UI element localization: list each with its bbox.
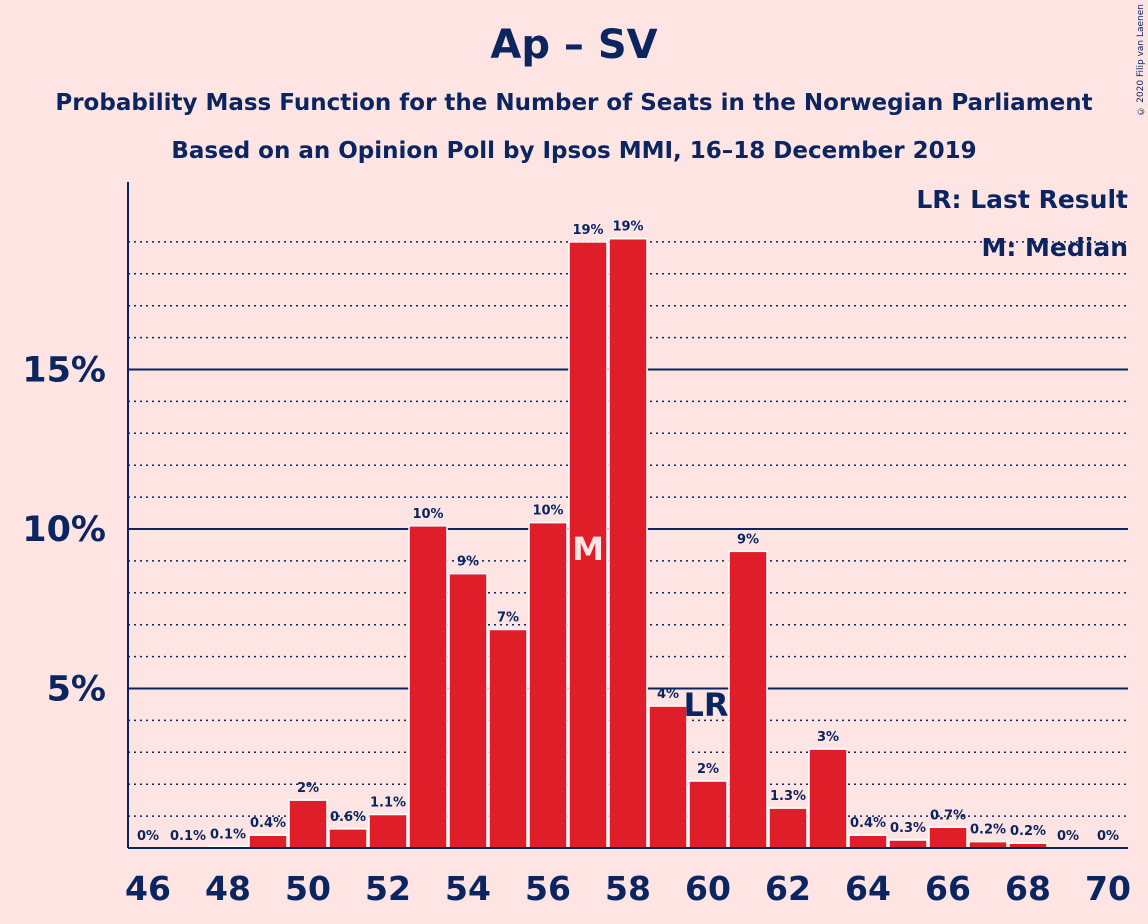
x-tick-label: 52: [365, 869, 411, 908]
x-tick-label: 58: [605, 869, 651, 908]
bar-label-65: 0.3%: [890, 821, 926, 836]
y-tick-label: 15%: [22, 351, 106, 391]
bar-label-61: 9%: [737, 532, 759, 547]
bar-label-55: 7%: [497, 610, 519, 625]
bar-label-63: 3%: [817, 730, 839, 745]
x-tick-label: 60: [685, 869, 731, 908]
legend-last-result: LR: Last Result: [916, 185, 1128, 214]
bar-50: [288, 799, 328, 849]
bar-60: [688, 780, 728, 849]
x-tick-label: 66: [925, 869, 971, 908]
bar-52: [368, 813, 408, 849]
bar-64: [848, 834, 888, 849]
x-tick-label: 62: [765, 869, 811, 908]
bar-label-64: 0.4%: [850, 816, 886, 831]
x-tick-label: 50: [285, 869, 331, 908]
bar-55: [488, 628, 528, 849]
bar-54: [448, 572, 488, 849]
bar-label-69: 0%: [1057, 829, 1079, 844]
bar-label-60: 2%: [697, 762, 719, 777]
bar-label-51: 0.6%: [330, 810, 366, 825]
bar-63: [808, 748, 848, 849]
bar-51: [328, 828, 368, 849]
x-tick-label: 56: [525, 869, 571, 908]
bar-label-66: 0.7%: [930, 808, 966, 823]
bar-label-57: 19%: [572, 223, 603, 238]
bar-label-70: 0%: [1097, 829, 1119, 844]
bar-label-68: 0.2%: [1010, 824, 1046, 839]
bar-label-50: 2%: [297, 781, 319, 796]
chart-title: Ap – SV: [490, 22, 658, 68]
bar-label-49: 0.4%: [250, 816, 286, 831]
bar-label-62: 1.3%: [770, 789, 806, 804]
y-tick-label: 10%: [22, 510, 106, 550]
bar-label-59: 4%: [657, 687, 679, 702]
bar-label-52: 1.1%: [370, 796, 406, 811]
bar-58: [608, 237, 648, 849]
legend-median: M: Median: [981, 233, 1128, 262]
x-tick-label: 48: [205, 869, 251, 908]
median-marker: M: [572, 530, 604, 568]
x-tick-label: 54: [445, 869, 491, 908]
bar-49: [248, 834, 288, 849]
bar-label-67: 0.2%: [970, 823, 1006, 838]
bar-53: [408, 525, 448, 849]
bar-59: [648, 705, 688, 849]
bar-61: [728, 550, 768, 849]
bar-label-48: 0.1%: [210, 827, 246, 842]
chart-subtitle-2: Based on an Opinion Poll by Ipsos MMI, 1…: [171, 138, 977, 164]
x-tick-label: 64: [845, 869, 891, 908]
last-result-marker: LR: [683, 686, 728, 724]
bar-56: [528, 521, 568, 849]
bar-label-53: 10%: [412, 507, 443, 522]
x-tick-label: 46: [125, 869, 171, 908]
x-tick-label: 68: [1005, 869, 1051, 908]
bar-label-46: 0%: [137, 829, 159, 844]
chart-subtitle-1: Probability Mass Function for the Number…: [55, 90, 1093, 116]
bar-57: [568, 241, 608, 849]
bar-label-56: 10%: [532, 504, 563, 519]
bar-label-47: 0.1%: [170, 829, 206, 844]
y-tick-label: 5%: [47, 670, 106, 710]
bar-65: [888, 839, 928, 849]
bar-62: [768, 807, 808, 849]
bar-label-54: 9%: [457, 555, 479, 570]
x-tick-label: 70: [1085, 869, 1131, 908]
bar-66: [928, 826, 968, 849]
bar-label-58: 19%: [612, 220, 643, 235]
